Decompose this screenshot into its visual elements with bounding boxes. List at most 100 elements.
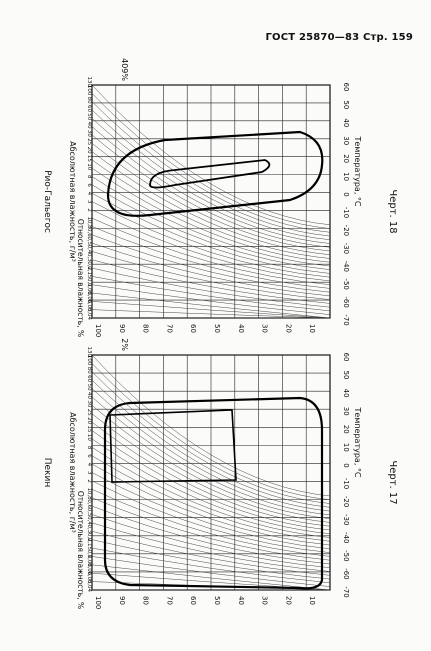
absolute-humidity-tick-label: 0,8 [86, 491, 92, 500]
absolute-humidity-isoline [91, 226, 331, 289]
absolute-humidity-isoline [91, 489, 331, 557]
absolute-humidity-tick-label: 0,08 [86, 555, 92, 568]
absolute-humidity-isoline [91, 84, 331, 226]
absolute-humidity-tick-label: 10 [86, 163, 92, 170]
absolute-humidity-tick-label: 40 [86, 122, 92, 129]
humidity-tick-label: 100 [94, 324, 102, 337]
corner-percent-label: 2% [120, 338, 129, 351]
relative-humidity-axis-title: Относительная влажность, % [76, 491, 85, 609]
humidity-tick-label: 40 [237, 324, 245, 333]
absolute-humidity-isoline [91, 176, 331, 267]
absolute-humidity-tick-label: 0,5 [86, 508, 92, 517]
absolute-humidity-tick-label: 8 [86, 175, 92, 179]
absolute-humidity-tick-label: 80 [86, 97, 92, 104]
absolute-humidity-isoline [91, 184, 331, 270]
absolute-humidity-isoline [91, 497, 331, 561]
absolute-humidity-tick-label: 0,8 [86, 220, 92, 229]
absolute-humidity-isoline [91, 192, 331, 274]
temperature-tick-label: 0 [342, 463, 350, 467]
absolute-humidity-isoline [91, 292, 331, 319]
absolute-humidity-tick-label: 25 [86, 409, 92, 416]
temperature-tick-label: 10 [342, 443, 350, 452]
humidity-tick-label: 70 [165, 596, 173, 605]
absolute-humidity-tick-label: 0,15 [86, 266, 92, 279]
climate-envelope-loop [103, 396, 324, 590]
absolute-humidity-tick-label: 10 [86, 434, 92, 441]
temperature-tick-label: -10 [342, 207, 350, 218]
absolute-humidity-isoline [91, 455, 331, 542]
absolute-humidity-isoline [91, 354, 331, 497]
absolute-humidity-tick-label: 40 [86, 392, 92, 399]
absolute-humidity-isoline [91, 151, 331, 255]
climate-envelope-inner [109, 409, 237, 483]
climate-envelope-loop [106, 130, 324, 217]
absolute-humidity-tick-label: 0,08 [86, 283, 92, 296]
absolute-humidity-isoline [91, 480, 331, 553]
temperature-tick-label: -40 [342, 532, 350, 543]
absolute-humidity-isoline [91, 447, 331, 538]
temperature-tick-label: -30 [342, 243, 350, 254]
climate-envelope-inner [149, 159, 271, 189]
temperature-tick-label: 0 [342, 192, 350, 196]
absolute-humidity-isoline [91, 556, 331, 587]
temperature-tick-label: 60 [342, 353, 350, 362]
humidity-tick-label: 90 [118, 596, 126, 605]
temperature-tick-label: 40 [342, 389, 350, 398]
absolute-humidity-isoline [91, 405, 331, 519]
temperature-tick-label: -70 [342, 586, 350, 597]
humidity-tick-label: 50 [213, 324, 221, 333]
temperature-tick-label: 20 [342, 425, 350, 434]
absolute-humidity-isoline [91, 430, 331, 531]
temperature-tick-label: -20 [342, 225, 350, 236]
temperature-tick-label: -50 [342, 550, 350, 561]
absolute-humidity-tick-label: 0,2 [86, 533, 92, 542]
humidity-tick-label: 10 [308, 324, 316, 333]
absolute-humidity-tick-label: 0,1 [86, 278, 92, 287]
absolute-humidity-tick-label: 3 [86, 200, 92, 204]
absolute-humidity-tick-label: 20 [86, 417, 92, 424]
absolute-humidity-tick-label: 0,3 [86, 525, 92, 534]
temperature-tick-label: -60 [342, 296, 350, 307]
absolute-humidity-tick-label: 3 [86, 471, 92, 475]
absolute-humidity-tick-label: 50 [86, 384, 92, 391]
temperature-tick-label: 10 [342, 172, 350, 181]
absolute-humidity-isoline [91, 421, 331, 527]
absolute-humidity-isoline [91, 93, 331, 229]
absolute-humidity-tick-label: 0,1 [86, 550, 92, 559]
absolute-humidity-tick-label: 2 [86, 208, 92, 212]
absolute-humidity-isoline [91, 168, 331, 263]
absolute-humidity-tick-label: 0,2 [86, 261, 92, 270]
absolute-humidity-tick-label: 0,15 [86, 538, 92, 551]
absolute-humidity-tick-label: 130 [86, 77, 92, 88]
absolute-humidity-tick-label: 130 [86, 347, 92, 358]
absolute-humidity-isoline [91, 505, 331, 565]
temperature-axis-title: Температура, °С [353, 406, 362, 477]
page-header: ГОСТ 25870—83 Стр. 159 [265, 32, 413, 43]
absolute-humidity-tick-label: 100 [86, 85, 92, 96]
absolute-humidity-isoline [91, 242, 331, 297]
temperature-tick-label: -20 [342, 496, 350, 507]
absolute-humidity-tick-label: 1 [86, 217, 92, 221]
absolute-humidity-tick-label: 4 [86, 463, 92, 467]
absolute-humidity-tick-label: 15 [86, 426, 92, 433]
humidity-tick-label: 100 [94, 596, 102, 609]
absolute-humidity-isoline [91, 438, 331, 534]
absolute-humidity-tick-label: 20 [86, 147, 92, 154]
humidity-tick-label: 30 [261, 324, 269, 333]
humidity-tick-label: 80 [142, 324, 150, 333]
temperature-tick-label: 30 [342, 407, 350, 416]
absolute-humidity-isoline [91, 276, 331, 312]
temperature-tick-label: -40 [342, 261, 350, 272]
humidity-tick-label: 70 [165, 324, 173, 333]
absolute-humidity-tick-label: 60 [86, 105, 92, 112]
humidity-tick-label: 60 [189, 324, 197, 333]
absolute-humidity-isoline [91, 531, 331, 576]
humidity-tick-label: 60 [189, 596, 197, 605]
absolute-humidity-tick-label: 30 [86, 130, 92, 137]
absolute-humidity-tick-label: 0,4 [86, 245, 92, 254]
absolute-humidity-axis-title: Абсолютная влажность, г/м³ [68, 412, 77, 533]
temperature-tick-label: -70 [342, 314, 350, 325]
absolute-humidity-isoline [91, 539, 331, 580]
